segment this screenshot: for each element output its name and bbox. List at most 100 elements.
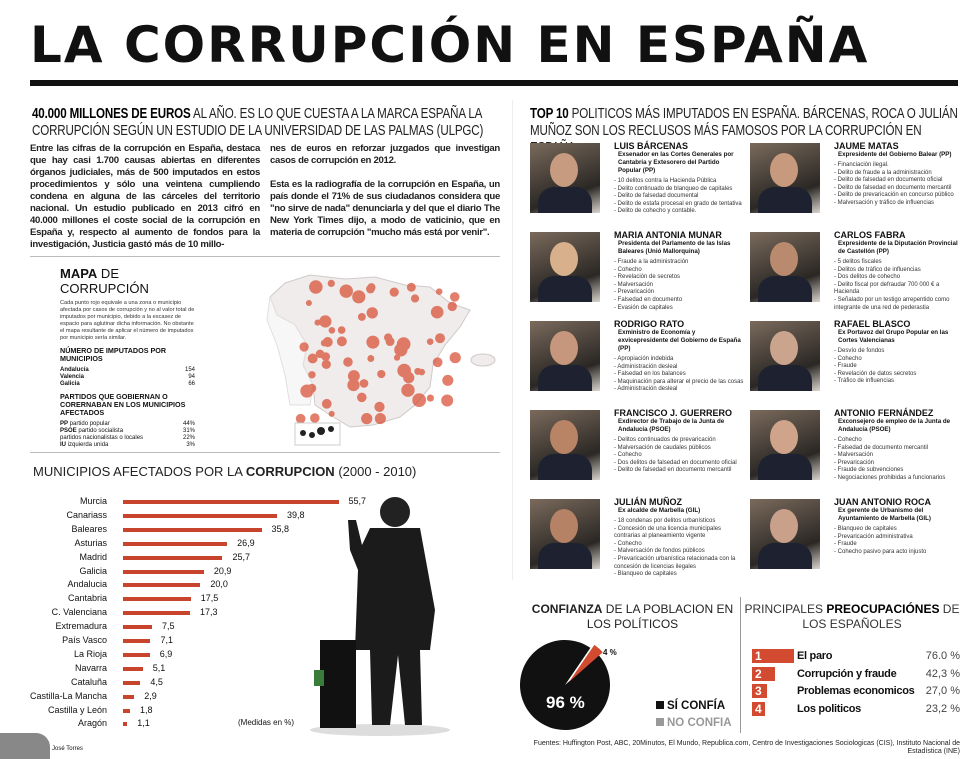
bar-label: Canariass	[66, 509, 107, 520]
corruption-dot	[367, 355, 375, 362]
partido-value: 3%	[186, 442, 195, 448]
imputados-list: Andalucía 154 Valencia 94 Galicia 66	[60, 367, 195, 388]
map-legend: MAPA DE CORRUPCIÓN Cada punto rojo equiv…	[60, 266, 195, 449]
politician-info: FRANCISCO J. GUERRERO Exdirector de Traba…	[614, 408, 744, 475]
corruption-dot	[305, 300, 312, 307]
suit	[538, 365, 592, 391]
bar	[123, 694, 135, 699]
partido-desc: izquierda unida	[66, 442, 109, 448]
preocupaciones-title-pre: PRINCIPALES	[744, 602, 827, 616]
briefcase	[320, 640, 356, 728]
charge: - 10 delitos contra la Hacienda Pública	[614, 178, 717, 184]
bar-value: 20,0	[210, 579, 228, 590]
bar-value: 55,7	[348, 496, 367, 506]
page-title: LA CORRUPCIÓN EN ESPAÑA	[30, 16, 870, 74]
bar	[123, 541, 228, 546]
bar	[123, 513, 278, 518]
partido-name: PSOE partido socialista	[60, 428, 123, 435]
bar	[123, 500, 339, 504]
bar-label: Navarra	[74, 662, 107, 673]
politician-photo	[750, 499, 820, 569]
corruption-dot	[299, 342, 309, 352]
preocupacion-rank-bar: 4	[752, 701, 765, 716]
bar-label: Aragón	[77, 718, 107, 729]
politician-role: Ex alcalde de Marbella (GIL)	[618, 507, 701, 514]
politician-card: FRANCISCO J. GUERRERO Exdirector de Traba…	[530, 408, 740, 490]
top10-heading-bold: TOP 10	[530, 106, 569, 122]
charge: - Malversación	[834, 452, 874, 459]
politician-info: JUAN ANTONIO ROCA Ex gerente de Urbanismo…	[834, 497, 964, 556]
confianza-pie	[520, 640, 610, 730]
preocupaciones-title-rest: DE LOS ESPAÑOLES	[802, 602, 960, 631]
imputados-row: Valencia 94	[60, 374, 195, 381]
partido-abbr: IU	[60, 442, 66, 448]
corruption-dot	[336, 336, 347, 347]
corruption-dot	[435, 288, 443, 295]
preocupacion-rank-bar: 1	[752, 649, 794, 663]
preocupacion-rank-bar: 2	[752, 666, 776, 681]
intro-heading-bold: 40.000 MILLONES DE EUROS	[32, 106, 191, 122]
bar-value: 1,1	[137, 718, 150, 729]
pie-slice-si-confia	[520, 640, 610, 730]
partidos-title: PARTIDOS QUE GOBIERNAN O CORERNABAN EN L…	[60, 392, 186, 417]
map-title-rest: DE CORRUPCIÓN	[60, 266, 149, 296]
partido-row: IU izquierda unida 3%	[60, 442, 195, 449]
corruption-dot	[307, 353, 318, 364]
corruption-dot	[339, 284, 353, 298]
bar	[123, 625, 153, 630]
corruption-dot	[442, 374, 454, 386]
bar-label: Cataluña	[70, 676, 107, 687]
charge: - Evasión de capitales	[614, 304, 673, 311]
corruption-dot	[295, 413, 306, 424]
bar-label: Asturias	[74, 537, 107, 548]
intro-col1: Entre las cifras de la corrupción en Esp…	[30, 143, 260, 250]
confianza-title-bold: CONFIANZA	[531, 602, 603, 616]
face	[770, 242, 798, 276]
suit	[758, 454, 812, 480]
partido-value: 31%	[182, 428, 195, 434]
charge: - Blanqueo de capitales	[834, 526, 897, 532]
suit	[758, 543, 812, 569]
charge: - Administración desleal	[614, 363, 678, 370]
politician-photo	[530, 232, 600, 302]
bar	[123, 652, 150, 657]
preocupacion-label: Los politicos	[797, 702, 861, 715]
charge: - Delito de estafa procesal en grado de …	[614, 200, 742, 207]
charge: - Administración desleal	[614, 386, 678, 393]
confianza-title-rest: DE LA POBLACION EN LOS POLÍTICOS	[586, 602, 734, 631]
sources: Fuentes: Huffington Post, ABC, 20Minutos…	[533, 740, 960, 755]
politician-photo	[530, 499, 600, 569]
corruption-dot	[347, 370, 360, 382]
politician-name: MARIA ANTONIA MUNAR	[614, 230, 722, 240]
politician-info: LUIS BÁRCENAS Exsenador en las Cortes Gen…	[614, 141, 744, 216]
politician-name: JULIÁN MUÑOZ	[614, 497, 682, 507]
politician-card: CARLOS FABRA Expresidente de la Diputació…	[750, 230, 960, 312]
politician-role: Exministro de Economía y exvicepresident…	[618, 329, 741, 352]
charge: - Delito fiscal por defraudar 700 000 € …	[834, 281, 940, 296]
politician-photo	[750, 321, 820, 391]
politician-card: JULIÁN MUÑOZ Ex alcalde de Marbella (GIL)…	[530, 497, 740, 579]
partido-abbr: PSOE	[60, 428, 77, 434]
politician-card: LUIS BÁRCENAS Exsenador en las Cortes Gen…	[530, 141, 742, 223]
politician-info: RAFAEL BLASCO Ex Portavoz del Grupo Popul…	[834, 319, 964, 386]
intro-col2: nes de euros en reforzar juzgados que in…	[270, 143, 500, 239]
intro-col2a: nes de euros en reforzar juzgados que in…	[270, 143, 500, 166]
charge: - Malversación y tráfico de influencias	[834, 199, 935, 206]
corruption-dot	[406, 282, 416, 292]
intro-heading-rest: AL AÑO. ES LO QUE CUESTA A LA MARCA ESPA…	[32, 106, 484, 139]
bar-chart-title-pre: MUNICIPIOS AFECTADOS POR LA	[33, 464, 246, 479]
politician-name: LUIS BÁRCENAS	[614, 141, 689, 151]
corruption-dot	[366, 284, 375, 294]
charge: - Delito de falsedad en documento oficia…	[834, 177, 943, 184]
corruption-dot	[300, 384, 314, 398]
legend-si: SÍ CONFÍA	[656, 698, 732, 715]
confianza-title: CONFIANZA DE LA POBLACION EN LOS POLÍTIC…	[530, 602, 735, 632]
charge: - Cohecho	[614, 266, 642, 273]
imputados-row: Galicia 66	[60, 381, 195, 388]
units-note: (Medidas en %)	[238, 718, 295, 727]
corruption-dot	[389, 287, 399, 297]
face	[550, 509, 578, 543]
charge: - Delito de fraude a la administración	[834, 169, 932, 176]
bar-value: 7,5	[162, 621, 175, 632]
politician-photo	[530, 410, 600, 480]
